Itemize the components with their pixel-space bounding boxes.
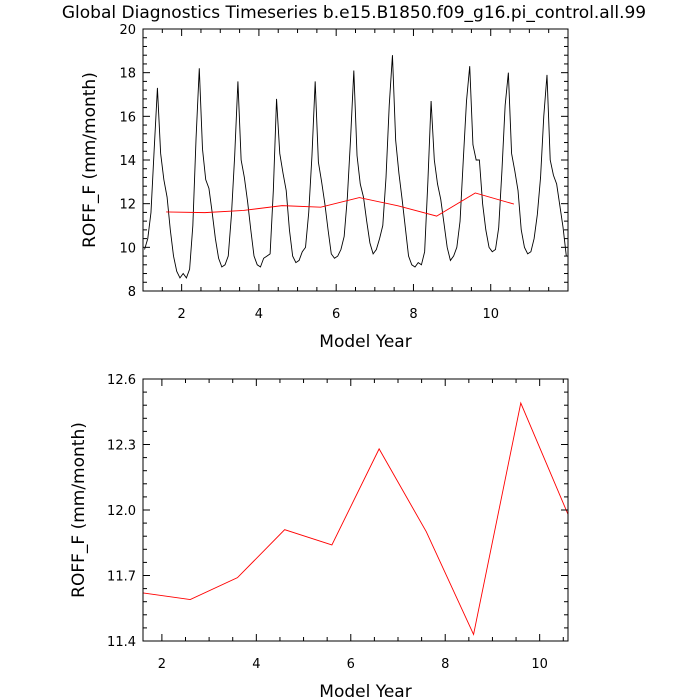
top-x-tick-label: 2 [177, 307, 185, 322]
bottom-y-tick-label: 12.0 [107, 504, 136, 519]
bottom-x-tick-label: 8 [441, 657, 449, 672]
top-x-tick-label: 10 [482, 307, 499, 322]
top-y-tick-label: 12 [119, 198, 136, 213]
top-annual-mean-series-line [166, 192, 515, 217]
top-y-tick-label: 20 [119, 23, 136, 38]
bottom-y-axis-title: ROFF_F (mm/month) [69, 422, 89, 598]
bottom-y-tick-label: 11.4 [107, 635, 136, 650]
chart-title: Global Diagnostics Timeseries b.e15.B185… [62, 3, 646, 23]
top-x-tick-label: 4 [255, 307, 263, 322]
bottom-x-tick-label: 6 [347, 657, 355, 672]
bottom-y-tick-label: 12.3 [107, 439, 136, 454]
top-x-tick-label: 8 [409, 307, 417, 322]
top-chart-panel: 2 4 6 8 10 8 10 12 14 16 18 20 Model Year ROFF_F (mm/… [80, 23, 569, 352]
top-y-tick-label: 14 [119, 154, 136, 169]
bottom-chart-panel: 2 4 6 8 10 11.4 11.7 12.0 12.3 12.6 Model Year ROFF… [69, 373, 569, 700]
bottom-y-tick-label: 11.7 [107, 570, 136, 585]
bottom-x-tick-label: 10 [531, 657, 548, 672]
top-y-tick-label: 10 [119, 241, 136, 256]
bottom-annual-mean-series-line [143, 401, 568, 636]
top-x-tick-label: 6 [332, 307, 340, 322]
bottom-x-tick-label: 2 [158, 657, 166, 672]
top-y-tick-label: 18 [119, 67, 136, 82]
bottom-y-tick-label: 12.6 [107, 373, 136, 388]
top-y-tick-label: 16 [119, 110, 136, 125]
bottom-x-axis-title: Model Year [319, 682, 411, 700]
top-x-axis-title: Model Year [319, 332, 411, 352]
bottom-x-tick-label: 4 [252, 657, 260, 672]
top-monthly-series-line [144, 55, 567, 279]
top-y-tick-label: 8 [128, 285, 136, 300]
top-y-axis-title: ROFF_F (mm/month) [80, 72, 100, 248]
